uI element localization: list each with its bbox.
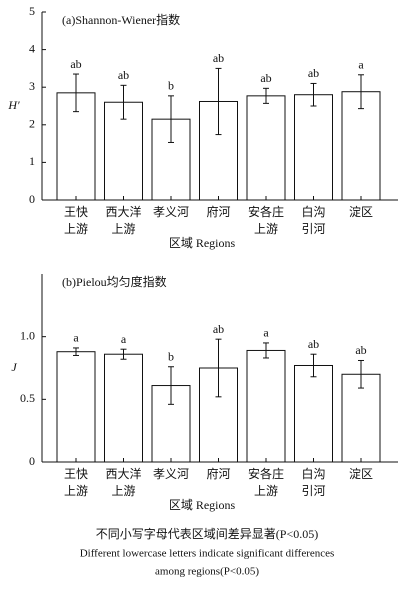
- y-tick-label: 0.5: [20, 391, 35, 405]
- caption: 不同小写字母代表区域间差异显著(P<0.05): [96, 526, 318, 541]
- bar: [199, 100, 238, 201]
- x-tick-label: 府河: [206, 204, 230, 219]
- significance-letter: b: [168, 79, 174, 93]
- x-axis-label: 区域 Regions: [169, 236, 236, 250]
- y-tick-label: 0: [29, 192, 35, 206]
- bar: [56, 351, 96, 463]
- significance-letter: ab: [260, 71, 271, 85]
- bar: [341, 373, 381, 463]
- significance-letter: a: [263, 326, 269, 340]
- significance-letter: ab: [308, 66, 319, 80]
- y-tick-label: 1: [29, 154, 35, 168]
- y-tick-label: 1.0: [20, 328, 35, 342]
- significance-letter: ab: [213, 51, 224, 65]
- y-tick-label: 0: [29, 454, 35, 468]
- x-tick-label: 府河: [206, 466, 230, 481]
- bar: [104, 353, 143, 463]
- significance-letter: ab: [70, 57, 81, 71]
- y-tick-label: 2: [29, 117, 35, 131]
- x-tick-label: 上游: [64, 222, 88, 236]
- x-tick-label: 淀区: [349, 205, 373, 219]
- chart-title: (a)Shannon-Wiener指数: [62, 12, 180, 27]
- bar: [246, 95, 286, 201]
- bar: [246, 349, 286, 463]
- x-tick-label: 淀区: [349, 467, 373, 481]
- significance-letter: ab: [213, 322, 224, 336]
- x-tick-label: 白沟: [301, 466, 325, 481]
- significance-letter: ab: [308, 337, 319, 351]
- x-axis-label: 区域 Regions: [169, 498, 236, 512]
- x-tick-label: 孝义河: [153, 467, 189, 481]
- y-tick-label: 3: [29, 79, 35, 93]
- x-tick-label: 引河: [301, 222, 325, 236]
- x-tick-label: 白沟: [301, 204, 325, 219]
- significance-letter: ab: [118, 68, 129, 82]
- y-tick-label: 5: [29, 4, 35, 18]
- significance-letter: a: [73, 331, 79, 345]
- bar: [294, 94, 333, 201]
- bar: [341, 91, 381, 201]
- x-tick-label: 安各庄: [248, 204, 284, 219]
- significance-letter: a: [358, 58, 364, 72]
- x-tick-label: 西大洋: [105, 466, 141, 481]
- caption: among regions(P<0.05): [155, 566, 259, 578]
- x-tick-label: 王快: [64, 467, 88, 481]
- y-axis-label: J: [11, 360, 17, 374]
- chart-title: (b)Pielou均匀度指数: [62, 274, 167, 289]
- x-tick-label: 上游: [111, 484, 135, 498]
- bar: [294, 364, 333, 463]
- x-tick-label: 上游: [254, 222, 278, 236]
- x-tick-label: 上游: [254, 484, 278, 498]
- significance-letter: b: [168, 349, 174, 363]
- caption: Different lowercase letters indicate sig…: [80, 548, 335, 560]
- x-tick-label: 引河: [301, 484, 325, 498]
- significance-letter: ab: [355, 343, 366, 357]
- significance-letter: a: [121, 332, 127, 346]
- x-tick-label: 安各庄: [248, 466, 284, 481]
- x-tick-label: 孝义河: [153, 205, 189, 219]
- x-tick-label: 上游: [64, 484, 88, 498]
- x-tick-label: 西大洋: [105, 204, 141, 219]
- y-axis-label: H′: [7, 98, 20, 112]
- y-tick-label: 4: [29, 41, 35, 55]
- x-tick-label: 上游: [111, 222, 135, 236]
- x-tick-label: 王快: [64, 205, 88, 219]
